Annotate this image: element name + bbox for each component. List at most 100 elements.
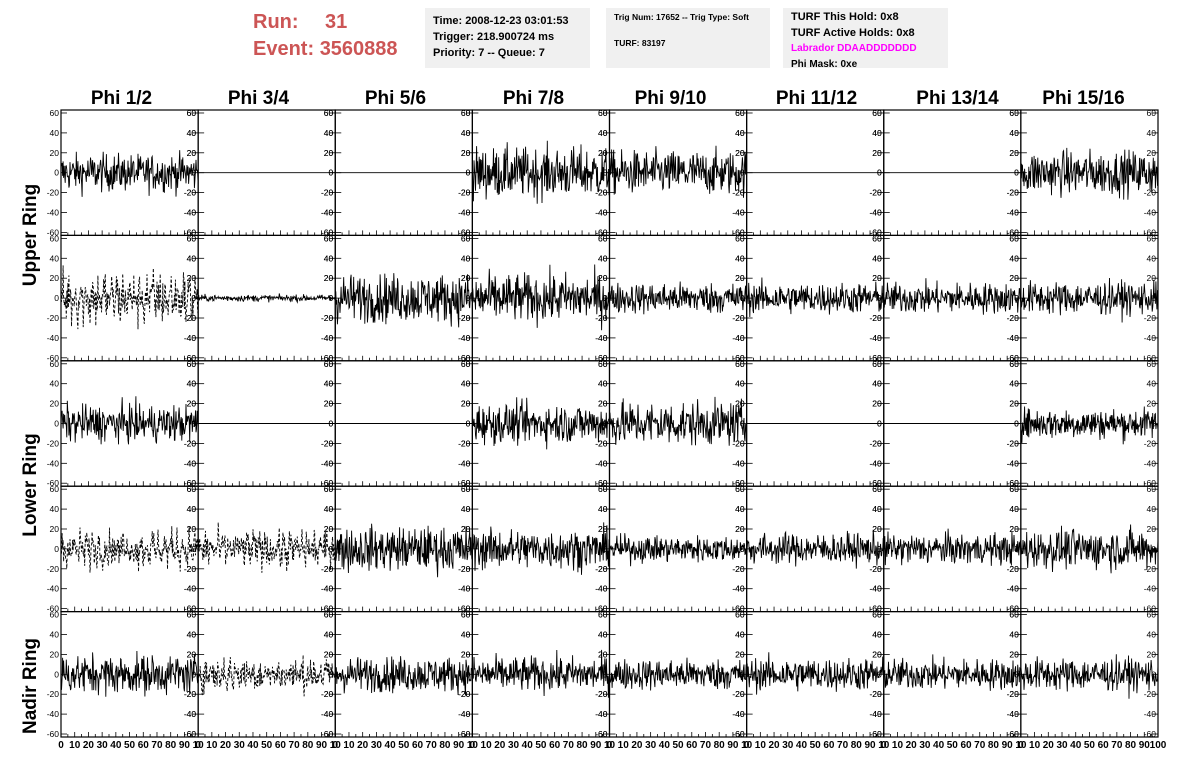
y-tick-label: -20 — [321, 438, 334, 448]
y-tick-label: -60 — [869, 604, 882, 614]
y-tick-label: 20 — [187, 649, 197, 659]
event-value: 3560888 — [319, 38, 398, 60]
y-tick-label: 20 — [735, 148, 745, 158]
y-tick-label: -40 — [458, 709, 471, 719]
y-tick-label: -60 — [184, 729, 197, 739]
y-tick-label: 20 — [50, 273, 60, 283]
y-tick-label: 40 — [1147, 379, 1157, 389]
x-tick-label: 50 — [124, 740, 136, 751]
x-tick-label: 20 — [1043, 740, 1055, 751]
y-tick-label: -60 — [458, 478, 471, 488]
waveform-trace — [609, 281, 748, 315]
y-tick-label: -40 — [1007, 458, 1020, 468]
y-tick-label: -60 — [595, 478, 608, 488]
x-tick-label: 50 — [261, 740, 273, 751]
y-tick-label: 60 — [50, 359, 60, 369]
phi-column-label: Phi 9/10 — [634, 88, 707, 109]
waveform-trace — [883, 654, 1022, 691]
y-tick-label: 20 — [598, 273, 608, 283]
y-tick-label: 60 — [598, 610, 608, 620]
y-tick-label: 0 — [191, 419, 196, 429]
waveform-trace — [60, 650, 199, 697]
y-tick-label: 60 — [735, 359, 745, 369]
y-tick-label: -60 — [47, 604, 60, 614]
y-tick-label: -60 — [184, 478, 197, 488]
y-tick-label: 40 — [872, 504, 882, 514]
phi-column-label: Phi 5/6 — [364, 88, 427, 109]
y-tick-label: 60 — [598, 233, 608, 243]
y-tick-label: -60 — [595, 478, 608, 488]
y-tick-label: 60 — [872, 233, 882, 243]
y-tick-label: -40 — [184, 333, 197, 343]
time-info-box: Time: 2008-12-23 03:01:53 Trigger: 218.9… — [425, 8, 590, 68]
x-tick-label: 10 — [618, 740, 630, 751]
x-tick-label: 30 — [782, 740, 794, 751]
y-tick-label: 20 — [324, 649, 334, 659]
y-tick-label: -60 — [869, 227, 882, 237]
x-tick-label: 60 — [275, 740, 287, 751]
y-tick-label: 0 — [603, 168, 608, 178]
y-tick-label: 0 — [466, 293, 471, 303]
y-tick-label: -20 — [184, 188, 197, 198]
y-tick-label: 60 — [872, 359, 882, 369]
y-tick-label: 0 — [191, 669, 196, 679]
y-tick-label: 0 — [603, 419, 608, 429]
y-tick-label: 0 — [329, 544, 334, 554]
waveform-trace — [197, 522, 336, 573]
y-tick-label: -60 — [458, 227, 471, 237]
y-tick-label: -20 — [869, 313, 882, 323]
y-tick-label: 0 — [191, 544, 196, 554]
y-tick-label: 0 — [1151, 168, 1156, 178]
y-tick-label: 60 — [461, 108, 471, 118]
y-tick-label: -20 — [321, 564, 334, 574]
x-tick-label: 40 — [110, 740, 122, 751]
y-tick-label: 60 — [324, 233, 334, 243]
y-tick-label: 60 — [1009, 484, 1019, 494]
y-tick-label: -20 — [732, 313, 745, 323]
y-tick-label: 0 — [1014, 168, 1019, 178]
y-tick-label: -20 — [321, 689, 334, 699]
y-tick-label: 40 — [598, 253, 608, 263]
y-tick-label: 60 — [461, 233, 471, 243]
y-tick-label: 40 — [50, 128, 60, 138]
x-tick-label: 40 — [1070, 740, 1082, 751]
y-tick-label: 0 — [603, 293, 608, 303]
y-tick-label: -40 — [869, 333, 882, 343]
y-tick-label: 0 — [1014, 293, 1019, 303]
y-tick-label: -60 — [321, 478, 334, 488]
y-tick-label: 40 — [324, 128, 334, 138]
turf-info-box: TURF This Hold: 0x8 TURF Active Holds: 0… — [783, 8, 948, 70]
y-tick-label: 0 — [1151, 293, 1156, 303]
y-tick-label: 20 — [324, 399, 334, 409]
y-tick-label: -60 — [1144, 604, 1157, 614]
y-tick-label: 20 — [50, 524, 60, 534]
x-tick-label: 20 — [906, 740, 918, 751]
y-tick-label: 20 — [735, 649, 745, 659]
y-tick-label: 60 — [324, 108, 334, 118]
y-tick-label: 60 — [872, 610, 882, 620]
y-tick-label: -40 — [595, 333, 608, 343]
y-tick-label: -20 — [732, 689, 745, 699]
y-tick-label: 20 — [187, 399, 197, 409]
y-tick-label: -20 — [1007, 313, 1020, 323]
y-tick-label: 0 — [877, 293, 882, 303]
y-tick-label: 0 — [740, 293, 745, 303]
y-tick-label: -40 — [732, 458, 745, 468]
y-tick-label: -20 — [869, 564, 882, 574]
y-tick-label: 20 — [1009, 399, 1019, 409]
y-tick-label: -60 — [869, 478, 882, 488]
y-tick-label: 40 — [735, 253, 745, 263]
x-tick-label: 90 — [1139, 740, 1151, 751]
y-tick-label: 20 — [461, 148, 471, 158]
y-tick-label: 0 — [54, 419, 59, 429]
y-tick-label: 40 — [735, 253, 745, 263]
x-tick-label: 70 — [289, 740, 301, 751]
waveform-trace — [609, 657, 748, 691]
y-tick-label: 40 — [598, 629, 608, 639]
y-tick-label: -60 — [595, 729, 608, 739]
y-tick-label: -40 — [184, 458, 197, 468]
y-tick-label: -60 — [458, 353, 471, 363]
x-tick-label: 10 — [481, 740, 493, 751]
y-tick-label: -60 — [184, 478, 197, 488]
y-tick-label: 0 — [329, 293, 334, 303]
